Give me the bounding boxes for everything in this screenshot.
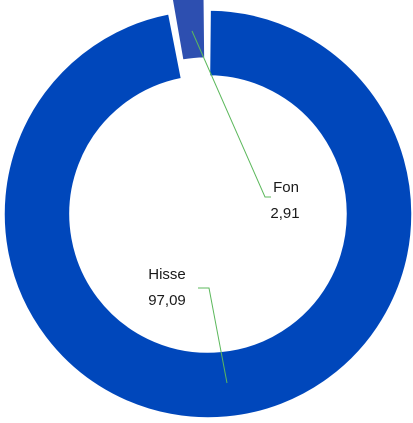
slice-label-hisse-name: Hisse (148, 266, 186, 283)
slice-fon (171, 0, 206, 61)
leader-line-hisse (198, 287, 228, 384)
slice-hisse (3, 9, 413, 419)
slice-label-fon-value: 2,91 (270, 205, 299, 222)
slice-labels: Fon 2,91 Hisse 97,09 (148, 179, 299, 309)
leader-line-fon (191, 30, 271, 198)
leader-lines (191, 30, 271, 384)
slice-label-fon-name: Fon (273, 179, 299, 196)
donut-slices (3, 0, 413, 419)
slice-label-hisse-value: 97,09 (148, 292, 186, 309)
